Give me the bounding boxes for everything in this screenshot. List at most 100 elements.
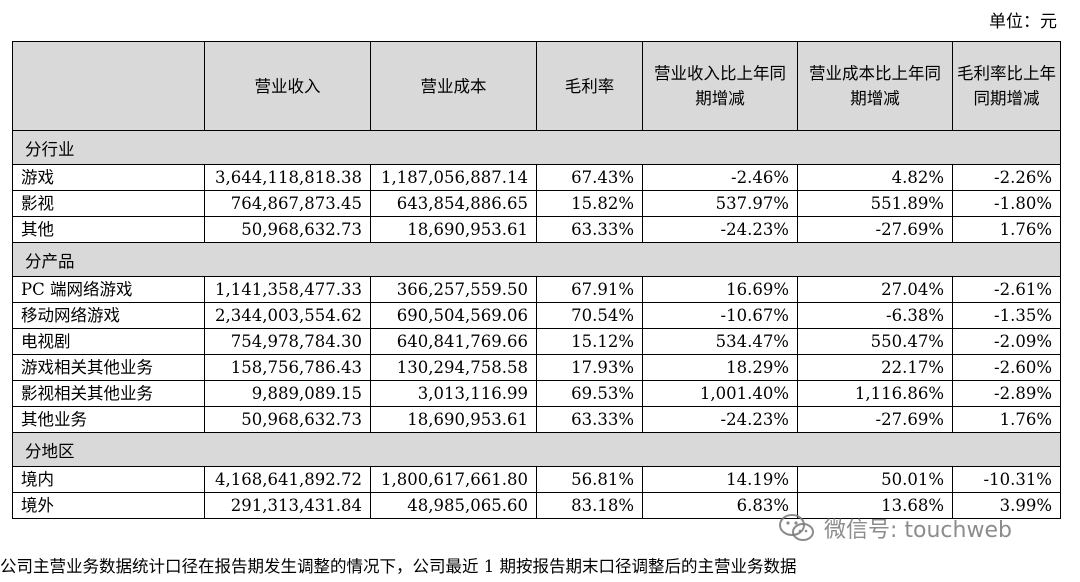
table-cell: 537.97%: [642, 190, 798, 217]
table-cell: 83.18%: [536, 492, 643, 519]
table-cell: 9,889,089.15: [204, 380, 371, 407]
table-cell: 4,168,641,892.72: [204, 466, 371, 493]
table-row: 其他业务 50,968,632.73 18,690,953.61 63.33% -24.…: [12, 406, 1061, 433]
table-cell: 291,313,431.84: [204, 492, 371, 519]
table-cell: 690,504,569.06: [370, 302, 537, 329]
table-cell: 130,294,758.58: [370, 354, 537, 381]
table-cell: 63.33%: [536, 406, 643, 433]
table-cell: 56.81%: [536, 466, 643, 493]
table-cell: 18.29%: [642, 354, 798, 381]
table-cell: -27.69%: [797, 406, 953, 433]
table-cell: 1,187,056,887.14: [370, 164, 537, 191]
table-cell: -6.38%: [797, 302, 953, 329]
table-row: 移动网络游戏 2,344,003,554.62 690,504,569.06 70.5…: [12, 302, 1061, 329]
row-label: 其他业务: [12, 406, 205, 433]
table-cell: 1,800,617,661.80: [370, 466, 537, 493]
table-cell: 1,141,358,477.33: [204, 276, 371, 303]
table-cell: 67.91%: [536, 276, 643, 303]
table-cell: 3,013,116.99: [370, 380, 537, 407]
table-cell: 1.76%: [952, 216, 1061, 243]
row-label: 游戏: [12, 164, 205, 191]
watermark: 微信号: touchweb: [778, 512, 1012, 544]
table-cell: -27.69%: [797, 216, 953, 243]
footnote: 公司主营业务数据统计口径在报告期发生调整的情况下，公司最近 1 期按报告期末口径…: [0, 557, 797, 576]
table-row: 影视 764,867,873.45 643,854,886.65 15.82% 537.…: [12, 190, 1061, 217]
table-cell: -2.09%: [952, 328, 1061, 355]
table-cell: -24.23%: [642, 406, 798, 433]
table-cell: 15.12%: [536, 328, 643, 355]
table-cell: 1,116.86%: [797, 380, 953, 407]
table-cell: 22.17%: [797, 354, 953, 381]
section-row: 分地区: [12, 432, 1061, 467]
table-row: 游戏 3,644,118,818.38 1,187,056,887.14 67.43%…: [12, 164, 1061, 191]
header-row: 营业收入 营业成本 毛利率 营业收入比上年同期增减 营业成本比上年同期增减 毛利…: [12, 41, 1061, 131]
section-row: 分行业: [12, 130, 1061, 165]
header-cost: 营业成本: [370, 41, 537, 131]
table-cell: 15.82%: [536, 190, 643, 217]
table-cell: 70.54%: [536, 302, 643, 329]
table-cell: 764,867,873.45: [204, 190, 371, 217]
table-cell: 643,854,886.65: [370, 190, 537, 217]
table-cell: 18,690,953.61: [370, 216, 537, 243]
table-cell: 551.89%: [797, 190, 953, 217]
table-cell: 14.19%: [642, 466, 798, 493]
row-label: 游戏相关其他业务: [12, 354, 205, 381]
table-cell: 366,257,559.50: [370, 276, 537, 303]
table-cell: -2.46%: [642, 164, 798, 191]
header-gross-margin: 毛利率: [536, 41, 643, 131]
table-cell: -1.80%: [952, 190, 1061, 217]
header-margin-change: 毛利率比上年同期增减: [952, 41, 1061, 131]
watermark-text: 微信号: touchweb: [824, 518, 1012, 543]
table-cell: -24.23%: [642, 216, 798, 243]
table-cell: 550.47%: [797, 328, 953, 355]
table-cell: -2.61%: [952, 276, 1061, 303]
table-row: 影视相关其他业务 9,889,089.15 3,013,116.99 69.53% 1,…: [12, 380, 1061, 407]
section-title: 分产品: [12, 242, 1061, 277]
row-label: 境外: [12, 492, 205, 519]
table-cell: 754,978,784.30: [204, 328, 371, 355]
table-cell: 50,968,632.73: [204, 216, 371, 243]
table-cell: 640,841,769.66: [370, 328, 537, 355]
row-label: 影视相关其他业务: [12, 380, 205, 407]
table-row: 境外 291,313,431.84 48,985,065.60 83.18% 6.83%…: [12, 492, 1061, 519]
header-revenue-change: 营业收入比上年同期增减: [642, 41, 798, 131]
section-title: 分行业: [12, 130, 1061, 165]
table-cell: 1.76%: [952, 406, 1061, 433]
table-cell: 534.47%: [642, 328, 798, 355]
table-row: PC 端网络游戏 1,141,358,477.33 366,257,559.50 67…: [12, 276, 1061, 303]
table-row: 境内 4,168,641,892.72 1,800,617,661.80 56.81%…: [12, 466, 1061, 493]
table-cell: 48,985,065.60: [370, 492, 537, 519]
table-cell: 1,001.40%: [642, 380, 798, 407]
row-label: PC 端网络游戏: [12, 276, 205, 303]
table-cell: 3.99%: [952, 492, 1061, 519]
table-cell: 27.04%: [797, 276, 953, 303]
section-title: 分地区: [12, 432, 1061, 467]
table-cell: -1.35%: [952, 302, 1061, 329]
row-label: 电视剧: [12, 328, 205, 355]
table-row: 电视剧 754,978,784.30 640,841,769.66 15.12% 534…: [12, 328, 1061, 355]
table-cell: 4.82%: [797, 164, 953, 191]
wechat-icon: [779, 514, 814, 541]
table-cell: 158,756,786.43: [204, 354, 371, 381]
table-cell: 63.33%: [536, 216, 643, 243]
table-row: 其他 50,968,632.73 18,690,953.61 63.33% -24.23…: [12, 216, 1061, 243]
header-revenue: 营业收入: [204, 41, 371, 131]
table-cell: 50,968,632.73: [204, 406, 371, 433]
table-cell: -2.89%: [952, 380, 1061, 407]
row-label: 影视: [12, 190, 205, 217]
table-row: 游戏相关其他业务 158,756,786.43 130,294,758.58 17.9…: [12, 354, 1061, 381]
header-cost-change: 营业成本比上年同期增减: [797, 41, 953, 131]
table-cell: 16.69%: [642, 276, 798, 303]
table-cell: 18,690,953.61: [370, 406, 537, 433]
table-cell: 2,344,003,554.62: [204, 302, 371, 329]
table-cell: 6.83%: [642, 492, 798, 519]
table-cell: 69.53%: [536, 380, 643, 407]
table-cell: -10.31%: [952, 466, 1061, 493]
header-blank: [12, 41, 205, 131]
row-label: 移动网络游戏: [12, 302, 205, 329]
section-row: 分产品: [12, 242, 1061, 277]
table-cell: 17.93%: [536, 354, 643, 381]
table-cell: -2.60%: [952, 354, 1061, 381]
revenue-table: 营业收入 营业成本 毛利率 营业收入比上年同期增减 营业成本比上年同期增减 毛利…: [12, 41, 1061, 519]
row-label: 其他: [12, 216, 205, 243]
